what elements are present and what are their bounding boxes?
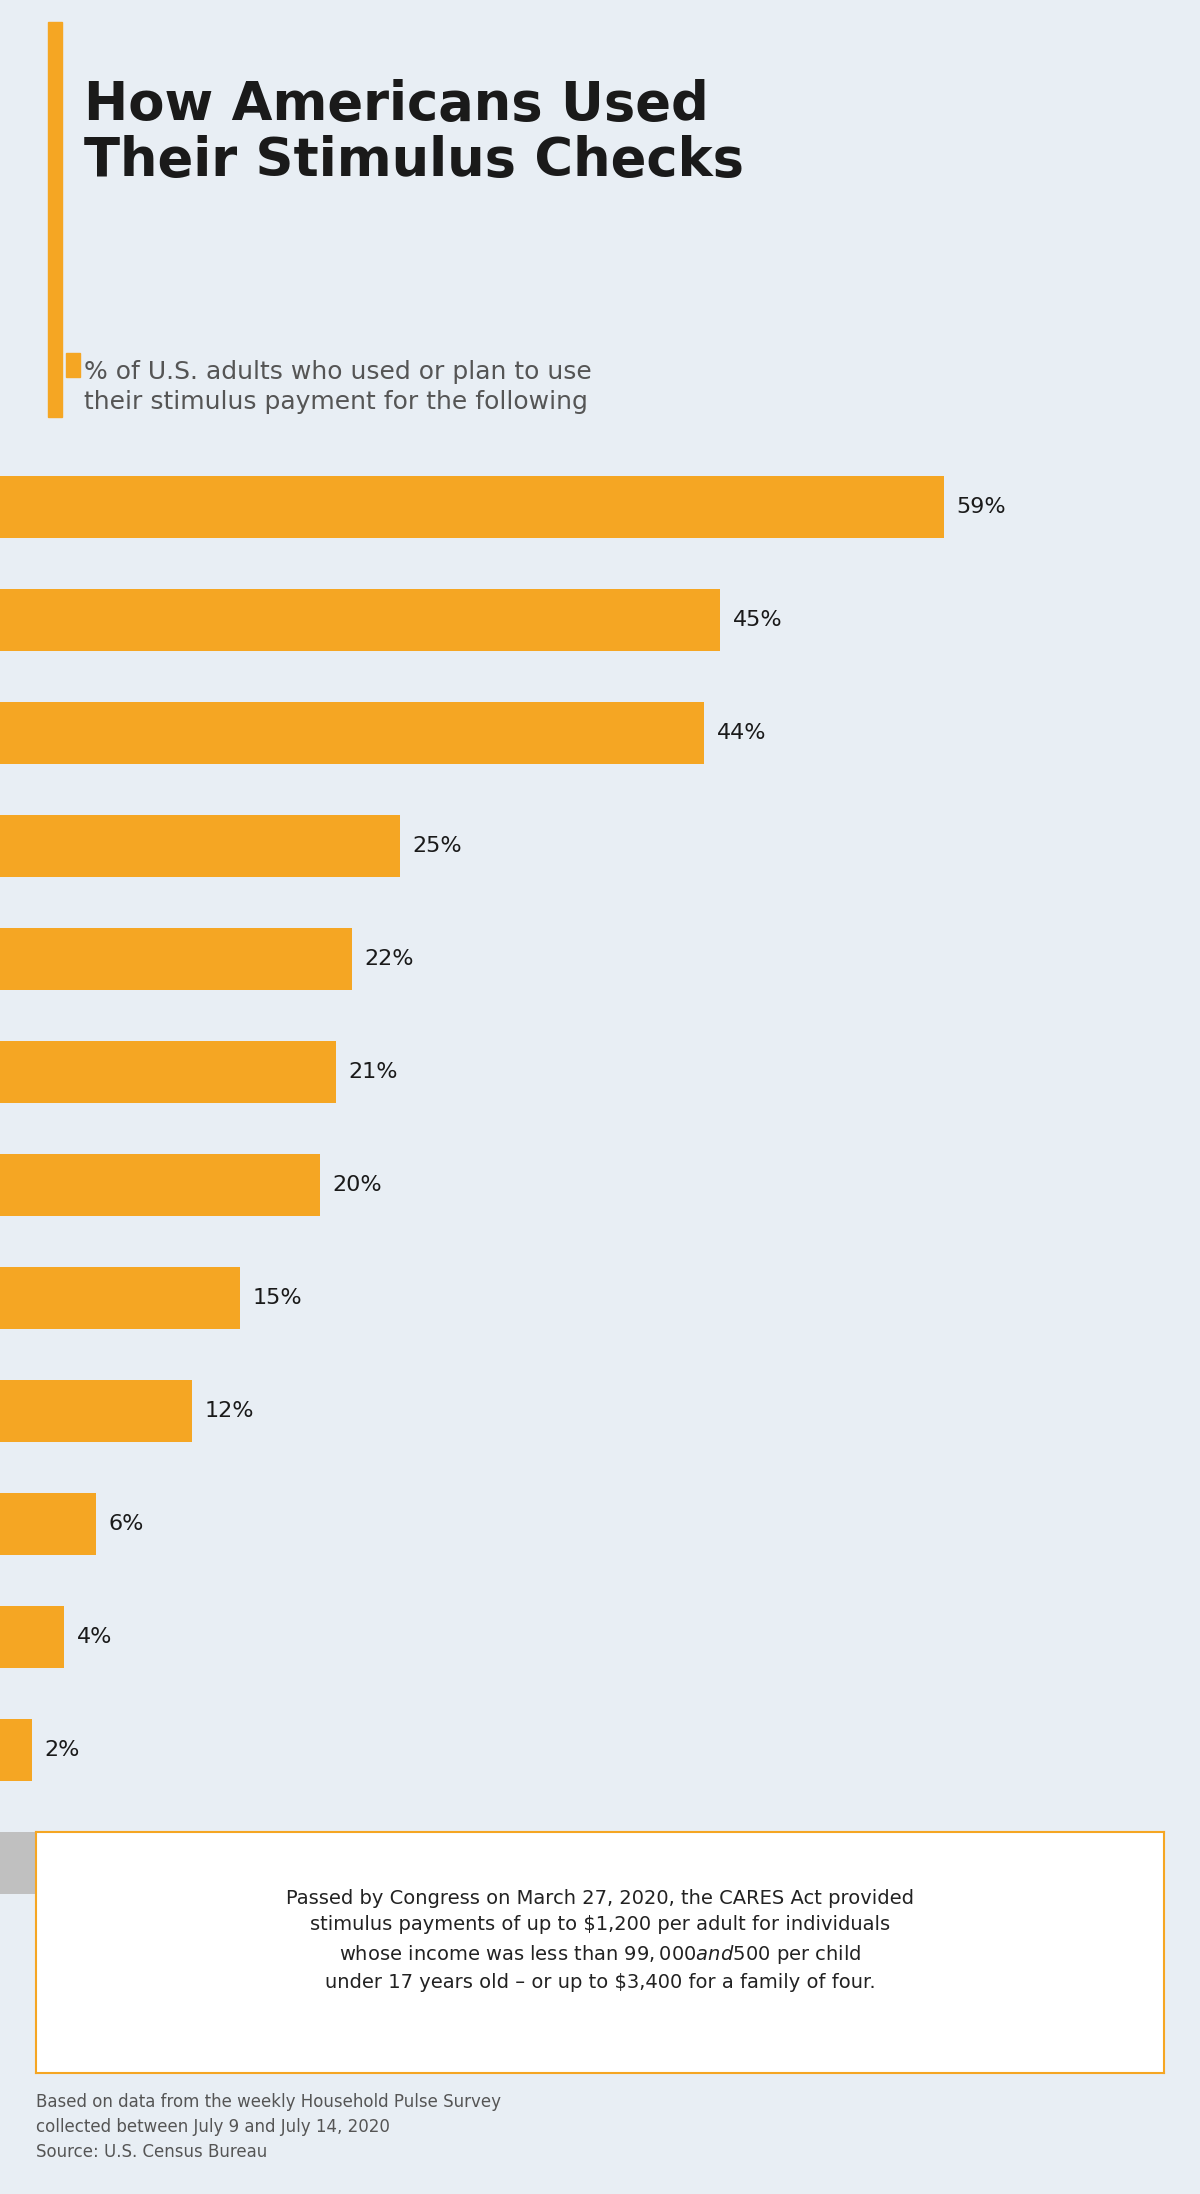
Text: Passed by Congress on March 27, 2020, the CARES Act provided
stimulus payments o: Passed by Congress on March 27, 2020, th… (286, 1889, 914, 1992)
Bar (0, 1832, 80, 1893)
Text: % of U.S. adults who used or plan to use
their stimulus payment for the followin: % of U.S. adults who used or plan to use… (84, 360, 592, 412)
Text: Based on data from the weekly Household Pulse Survey
collected between July 9 an: Based on data from the weekly Household … (36, 2093, 502, 2161)
Text: 2%: 2% (44, 1740, 80, 1760)
Bar (0, 1718, 32, 1782)
Bar (0, 1606, 64, 1667)
Bar (48, 22, 62, 417)
Text: 6%: 6% (109, 1514, 144, 1534)
Bar (0, 928, 352, 989)
Text: 20%: 20% (332, 1174, 383, 1196)
Bar (0, 1380, 192, 1441)
Text: 5%: 5% (92, 1854, 128, 1874)
Text: 12%: 12% (205, 1400, 254, 1422)
Bar (0, 702, 704, 764)
Text: 44%: 44% (716, 722, 767, 742)
Bar (0, 1266, 240, 1330)
Bar (0, 814, 400, 878)
Bar (66, 353, 80, 377)
Text: How Americans Used
Their Stimulus Checks: How Americans Used Their Stimulus Checks (84, 79, 744, 186)
Bar (0, 1154, 320, 1215)
Text: 25%: 25% (413, 836, 462, 856)
Text: 45%: 45% (733, 610, 782, 630)
Text: 15%: 15% (253, 1288, 302, 1308)
Bar (0, 1492, 96, 1556)
Text: 22%: 22% (365, 948, 414, 970)
Text: 4%: 4% (77, 1628, 112, 1648)
Bar (0, 588, 720, 652)
Text: 21%: 21% (349, 1062, 398, 1082)
Bar (0, 1040, 336, 1104)
Text: 59%: 59% (956, 496, 1007, 516)
Bar (0, 476, 944, 538)
